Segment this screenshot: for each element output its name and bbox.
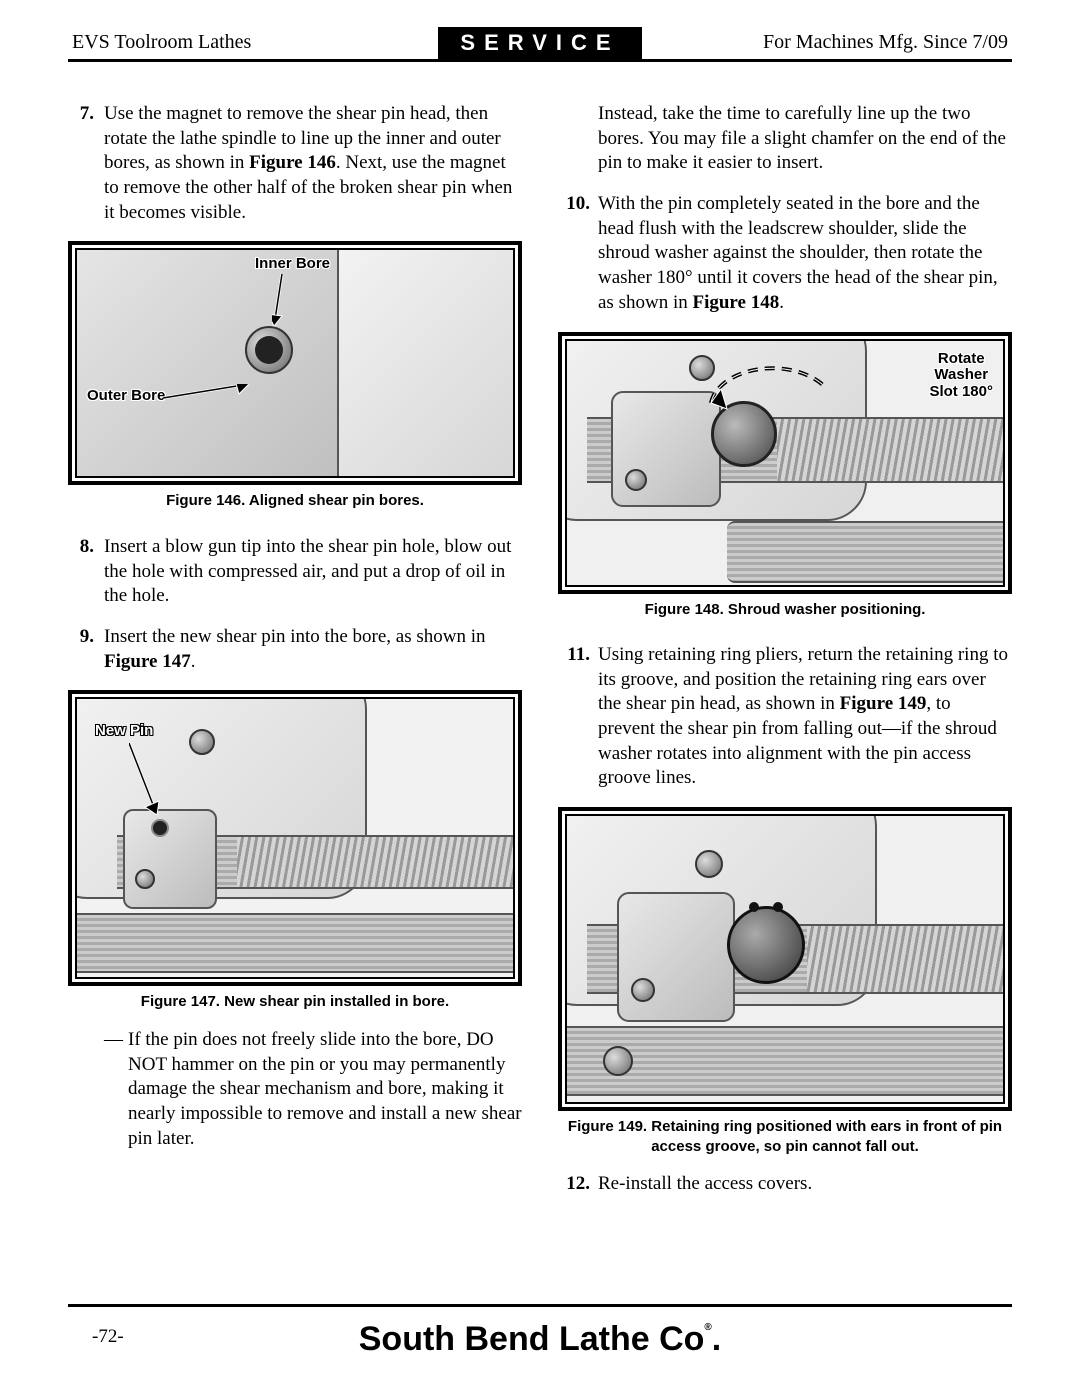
page-footer: -72- South Bend Lathe Co®. — [68, 1304, 1012, 1361]
figure-148: Rotate Washer Slot 180° — [558, 332, 1012, 594]
step-8: 8. Insert a blow gun tip into the shear … — [68, 535, 522, 609]
arrow-icon — [272, 274, 292, 334]
left-column: 7. Use the magnet to remove the shear pi… — [68, 102, 522, 1213]
figure-146: Inner Bore Outer Bore — [68, 241, 522, 485]
step-10: 10. With the pin completely seated in th… — [558, 192, 1012, 315]
brand-dot: . — [712, 1320, 721, 1358]
step-text: Using retaining ring pliers, return the … — [598, 643, 1012, 791]
metal-body — [75, 248, 357, 478]
step-text: Use the magnet to remove the shear pin h… — [104, 102, 522, 225]
text: Insert the new shear pin into the bore, … — [104, 626, 486, 647]
text: . — [191, 651, 196, 672]
figure-146-image: Inner Bore Outer Bore — [75, 248, 515, 478]
registered-icon: ® — [704, 1322, 711, 1333]
text: Rotate — [938, 350, 985, 367]
flange-block — [123, 809, 217, 909]
bolt — [695, 850, 723, 878]
lower-shaft — [75, 913, 515, 973]
right-column: Instead, take the time to carefully line… — [558, 102, 1012, 1213]
brand-text: South Bend Lathe Co — [359, 1320, 705, 1358]
figure-ref: Figure 146 — [249, 152, 336, 173]
step-9-continuation: Instead, take the time to carefully line… — [598, 102, 1012, 176]
note-text: If the pin does not freely slide into th… — [128, 1028, 522, 1151]
text: Washer — [934, 366, 988, 383]
bolt — [625, 469, 647, 491]
bolt — [603, 1046, 633, 1076]
text: . — [779, 292, 784, 313]
figure-149-image — [565, 814, 1005, 1104]
header-left: EVS Toolroom Lathes — [68, 29, 438, 59]
text: Slot 180° — [929, 383, 993, 400]
step-11: 11. Using retaining ring pliers, return … — [558, 643, 1012, 791]
step-number: 8. — [68, 535, 104, 609]
step-number: 7. — [68, 102, 104, 225]
rotation-arrow-icon — [703, 359, 843, 419]
figure-148-caption: Figure 148. Shroud washer positioning. — [558, 600, 1012, 620]
label-outer-bore: Outer Bore — [87, 388, 165, 405]
step-number: 9. — [68, 625, 104, 674]
step-text: Insert the new shear pin into the bore, … — [104, 625, 522, 674]
header-right: For Machines Mfg. Since 7/09 — [642, 29, 1012, 59]
figure-ref: Figure 147 — [104, 651, 191, 672]
bolt — [631, 978, 655, 1002]
lower-shaft — [727, 521, 1005, 583]
text: With the pin completely seated in the bo… — [598, 193, 998, 313]
step-number: 11. — [558, 643, 598, 791]
label-rotate-washer: Rotate Washer Slot 180° — [929, 351, 993, 401]
step-9-note: — If the pin does not freely slide into … — [104, 1028, 522, 1151]
label-inner-bore: Inner Bore — [255, 256, 330, 273]
threaded-shaft — [237, 835, 515, 889]
figure-149 — [558, 807, 1012, 1111]
header-section-tab: SERVICE — [438, 27, 641, 61]
step-7: 7. Use the magnet to remove the shear pi… — [68, 102, 522, 225]
page-header: EVS Toolroom Lathes SERVICE For Machines… — [68, 28, 1012, 62]
label-new-pin: New Pin — [95, 723, 153, 740]
figure-146-caption: Figure 146. Aligned shear pin bores. — [68, 491, 522, 511]
figure-149-caption: Figure 149. Retaining ring positioned wi… — [558, 1117, 1012, 1156]
content-columns: 7. Use the magnet to remove the shear pi… — [68, 102, 1012, 1213]
metal-body-right — [337, 248, 515, 478]
step-9: 9. Insert the new shear pin into the bor… — [68, 625, 522, 674]
figure-148-image: Rotate Washer Slot 180° — [565, 339, 1005, 587]
figure-ref: Figure 148 — [692, 292, 779, 313]
threaded-shaft — [777, 417, 1005, 483]
dash: — — [104, 1028, 128, 1151]
brand-logo: South Bend Lathe Co®. — [68, 1317, 1012, 1361]
arrow-icon — [163, 384, 263, 404]
step-text: With the pin completely seated in the bo… — [598, 192, 1012, 315]
figure-ref: Figure 149 — [840, 693, 927, 714]
flange-block — [617, 892, 735, 1022]
figure-147-image: New Pin — [75, 697, 515, 979]
step-text: Insert a blow gun tip into the shear pin… — [104, 535, 522, 609]
figure-147-caption: Figure 147. New shear pin installed in b… — [68, 992, 522, 1012]
figure-147: New Pin — [68, 690, 522, 986]
threaded-shaft — [807, 924, 1005, 994]
step-number: 12. — [558, 1172, 598, 1197]
arrow-icon — [129, 743, 169, 823]
retaining-ring — [727, 906, 805, 984]
step-number: 10. — [558, 192, 598, 315]
step-text: Re-install the access covers. — [598, 1172, 1012, 1197]
step-12: 12. Re-install the access covers. — [558, 1172, 1012, 1197]
